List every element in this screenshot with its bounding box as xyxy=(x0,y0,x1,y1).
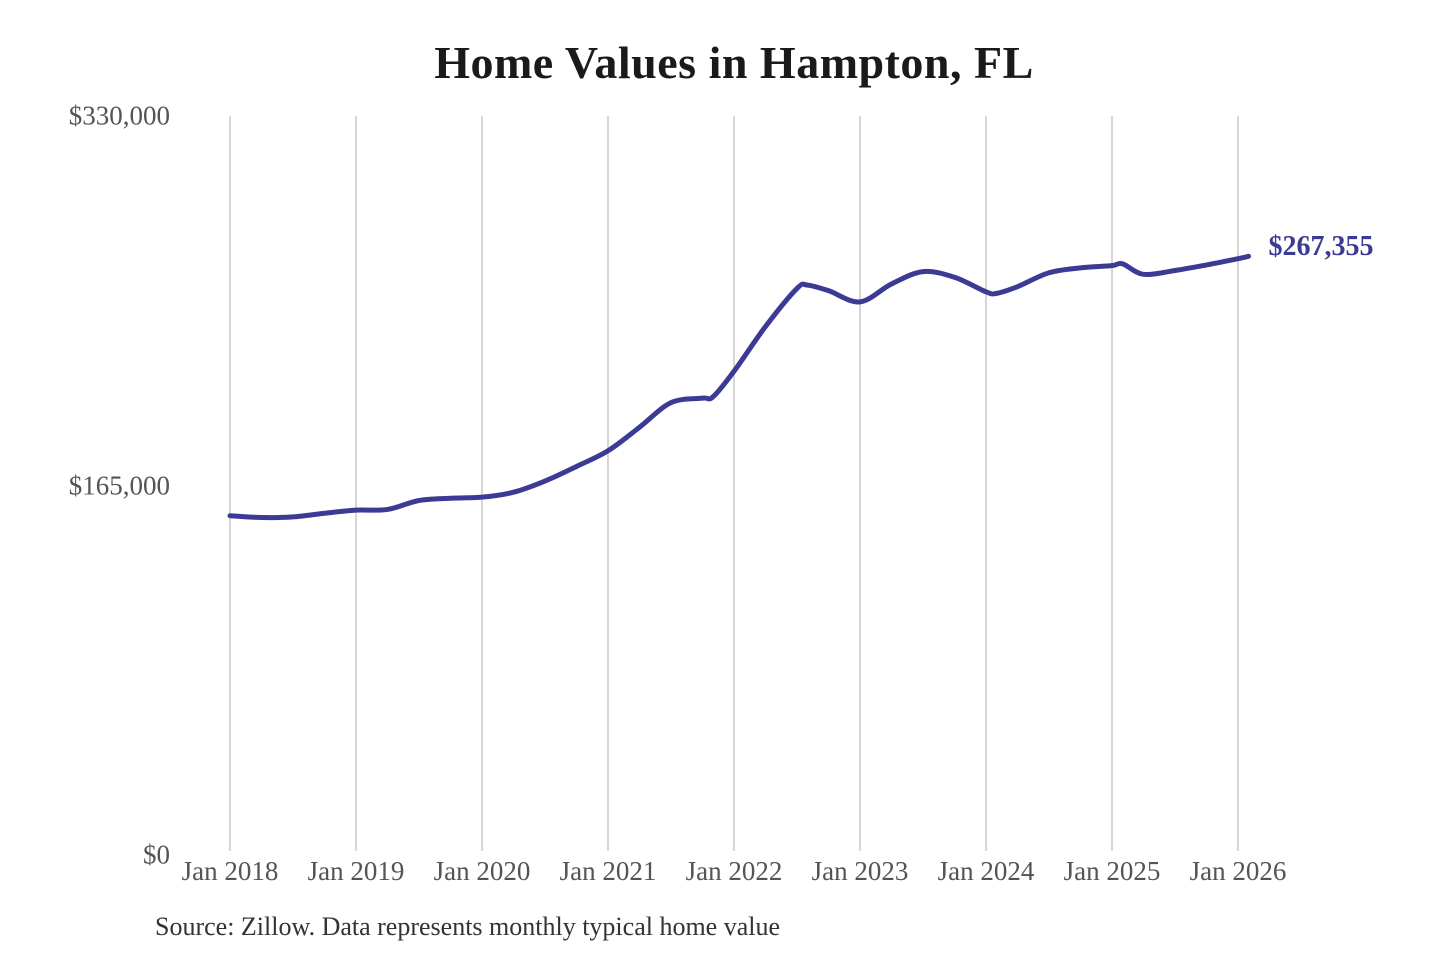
x-axis-tick-label: Jan 2025 xyxy=(1063,856,1161,886)
chart-title: Home Values in Hampton, FL xyxy=(434,37,1034,88)
x-axis-tick-label: Jan 2018 xyxy=(181,856,279,886)
x-axis-tick-label: Jan 2024 xyxy=(937,856,1035,886)
y-axis-tick-label: $330,000 xyxy=(68,100,170,131)
x-axis-tick-label: Jan 2023 xyxy=(811,856,909,886)
gridlines xyxy=(229,116,1239,851)
x-axis-tick-label: Jan 2019 xyxy=(307,856,405,886)
home-value-line xyxy=(227,253,1251,521)
x-axis-tick-label: Jan 2026 xyxy=(1189,856,1287,886)
y-axis-tick-label: $165,000 xyxy=(68,470,170,500)
x-axis-tick-label: Jan 2022 xyxy=(685,856,783,886)
y-axis-tick-label: $0 xyxy=(143,839,170,870)
source-note: Source: Zillow. Data represents monthly … xyxy=(155,912,781,941)
x-axis-tick-label: Jan 2020 xyxy=(433,856,531,886)
end-value-label: $267,355 xyxy=(1268,231,1374,263)
x-axis-tick-label: Jan 2021 xyxy=(559,856,657,886)
